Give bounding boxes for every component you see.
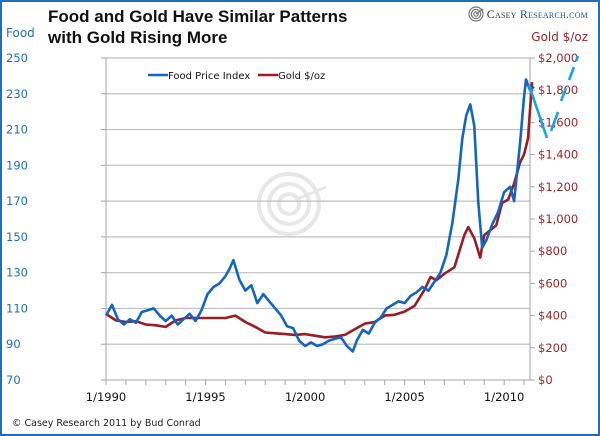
brand-logo: Casey Research.com: [468, 6, 588, 22]
annotation-group: [527, 55, 580, 139]
right-tick-label: $800: [538, 244, 567, 258]
right-axis-ticks: $2,000 $1,800 $1,600 $1,400 $1,200 $1,000 $800…: [530, 51, 578, 387]
right-tick-label: $0: [538, 373, 553, 387]
right-tick-label: $1,800: [538, 83, 578, 97]
chart-title: Food and Gold Have Similar Patterns with…: [48, 7, 348, 47]
right-axis-title: Gold $/oz: [531, 30, 588, 44]
left-axis-title: Food: [6, 26, 35, 40]
annotation-dash: [574, 55, 580, 62]
gridlines: [106, 57, 530, 345]
left-tick-label: 170: [6, 194, 28, 208]
brand-name-part2: Research.com: [519, 6, 588, 21]
left-tick-label: 70: [6, 373, 21, 387]
x-tick-label: 1/1990: [86, 390, 126, 404]
left-tick-label: 190: [6, 158, 28, 172]
x-tick-label: 1/2010: [484, 390, 524, 404]
brand-name: Casey Research.com: [487, 7, 588, 22]
casey-logo-icon: [468, 6, 484, 22]
axes: [105, 58, 531, 381]
legend-label-gold: Gold $/oz: [278, 71, 325, 82]
right-tick-label: $1,400: [538, 148, 578, 162]
left-tick-label: 130: [6, 266, 28, 280]
watermark-logo-icon: [257, 172, 327, 236]
annotation-dash: [567, 66, 576, 81]
left-tick-label: 210: [6, 123, 28, 137]
x-tick-label: 1/2000: [285, 390, 325, 404]
right-tick-label: $600: [538, 276, 567, 290]
copyright-footer: © Casey Research 2011 by Bud Conrad: [12, 418, 201, 429]
brand-name-part1: Casey: [486, 6, 520, 21]
series-line-food: [104, 78, 535, 353]
left-tick-label: 90: [6, 337, 21, 351]
left-tick-label: 110: [6, 301, 28, 315]
left-tick-label: 250: [6, 51, 28, 65]
left-axis-ticks: 250 230 210 190 170 150 130 110 90 70: [6, 51, 106, 387]
left-tick-label: 230: [6, 87, 28, 101]
annotation-line-down: [527, 84, 549, 139]
right-tick-label: $400: [538, 309, 567, 323]
right-tick-label: $1,600: [538, 115, 578, 129]
legend: Food Price Index Gold $/oz: [148, 71, 325, 82]
right-tick-label: $2,000: [538, 51, 578, 65]
annotation-dash: [549, 111, 560, 132]
annotation-dash: [559, 87, 568, 102]
left-tick-label: 150: [6, 230, 28, 244]
right-tick-label: $1,200: [538, 180, 578, 194]
right-tick-label: $200: [538, 341, 567, 355]
right-tick-label: $1,000: [538, 212, 578, 226]
series-group: [104, 78, 535, 353]
x-axis-ticks: 1/1990 1/1995 1/2000 1/2005 1/2010: [86, 380, 525, 404]
x-tick-label: 1/2005: [384, 390, 424, 404]
x-tick-label: 1/1995: [185, 390, 225, 404]
legend-label-food: Food Price Index: [168, 71, 250, 82]
